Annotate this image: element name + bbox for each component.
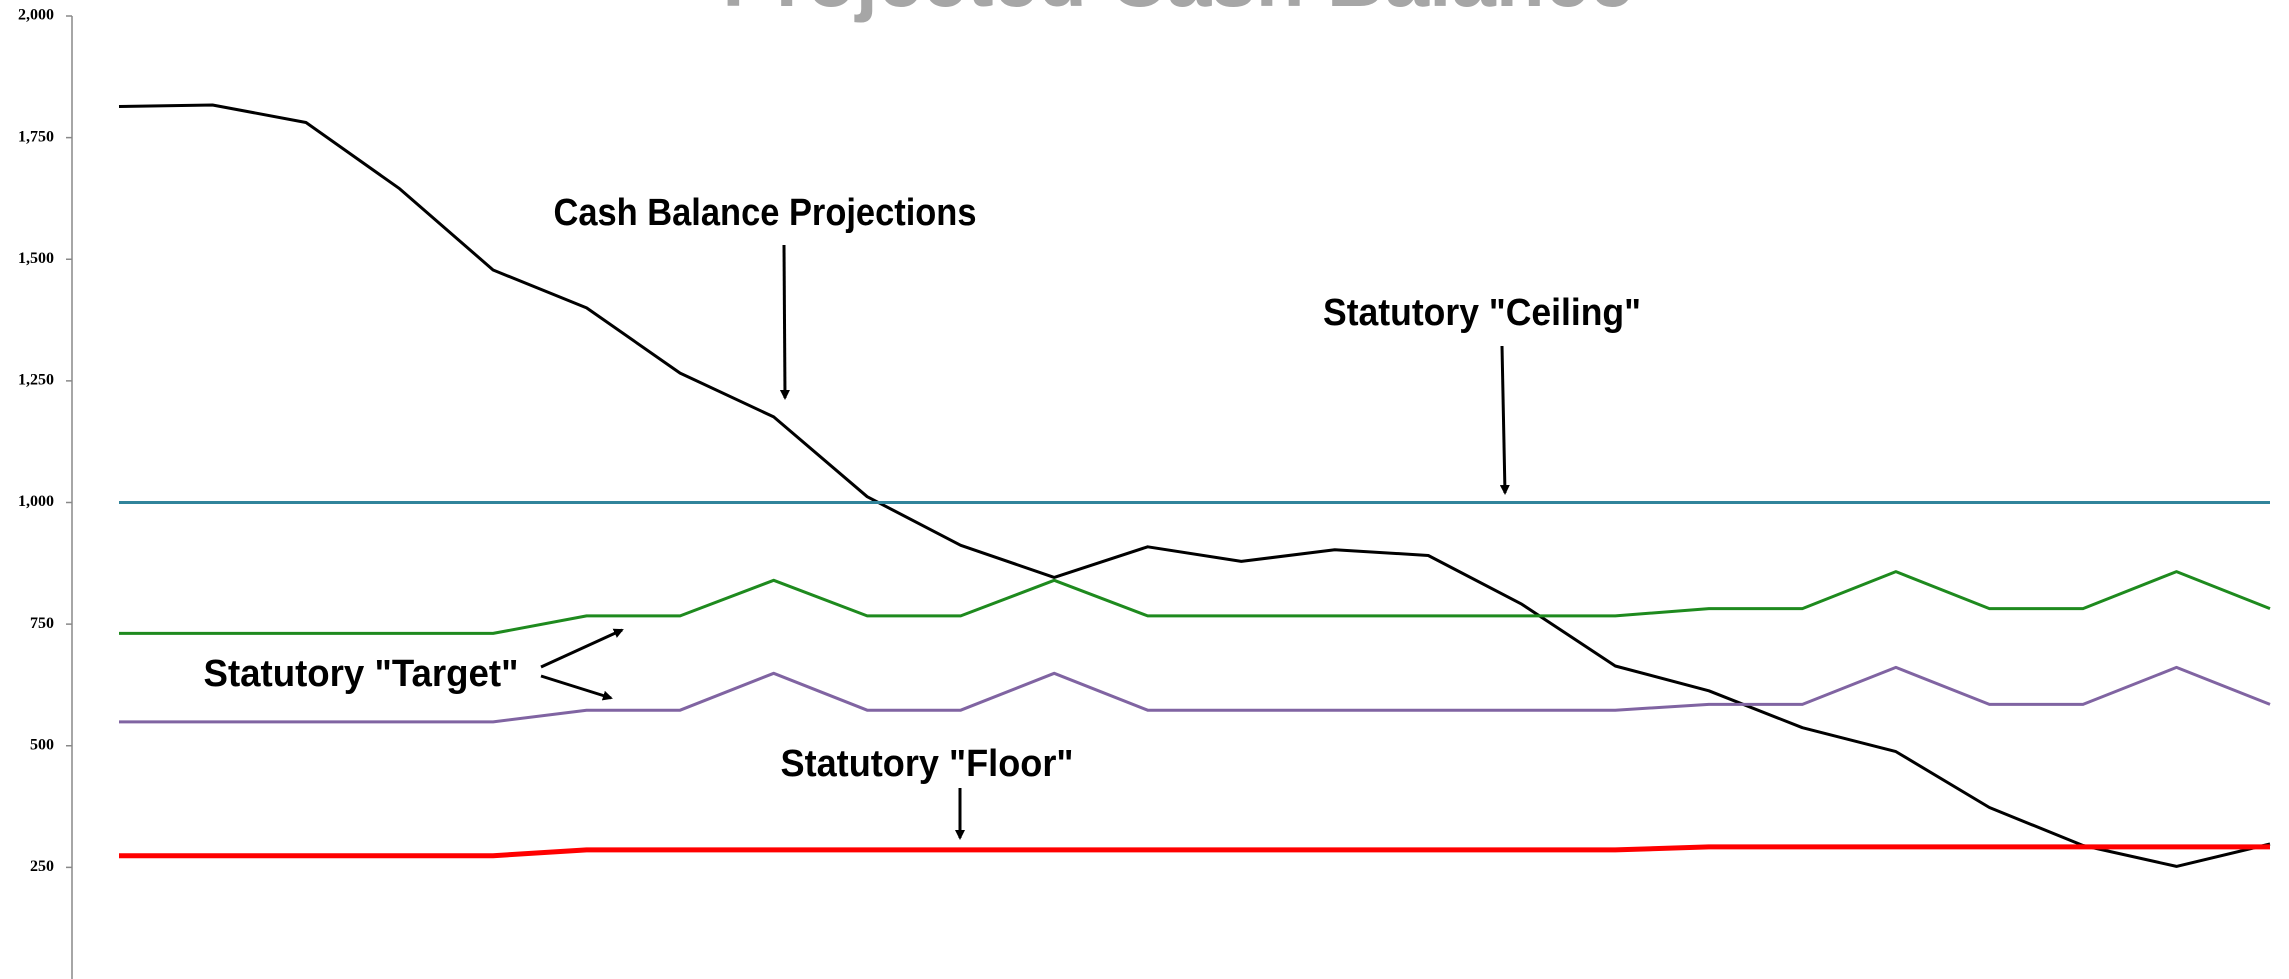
y-tick-label: 750 <box>30 615 54 632</box>
annotation: Cash Balance Projections <box>554 192 977 234</box>
chart-title: Projected Cash Balance <box>722 0 1633 23</box>
annotation-arrow <box>540 628 624 669</box>
y-tick-label: 250 <box>30 858 54 875</box>
series-line <box>119 665 2271 724</box>
series-line <box>119 570 2271 635</box>
annotation: Statutory "Floor" <box>781 743 1074 785</box>
y-tick-label: 1,250 <box>18 372 54 389</box>
annotation-arrow <box>540 674 613 701</box>
annotation-arrow <box>1499 345 1510 495</box>
series-line <box>119 844 2270 859</box>
y-tick-label: 1,500 <box>18 250 54 267</box>
y-tick-label: 1,750 <box>18 128 54 145</box>
y-tick-label: 2,000 <box>18 7 54 24</box>
annotation-arrow <box>779 244 790 400</box>
series-line <box>118 103 2271 868</box>
y-tick-label: 1,000 <box>18 493 54 510</box>
annotation: Statutory "Target" <box>204 653 519 695</box>
y-tick-label: 500 <box>30 736 54 753</box>
annotation: Statutory "Ceiling" <box>1323 292 1641 334</box>
